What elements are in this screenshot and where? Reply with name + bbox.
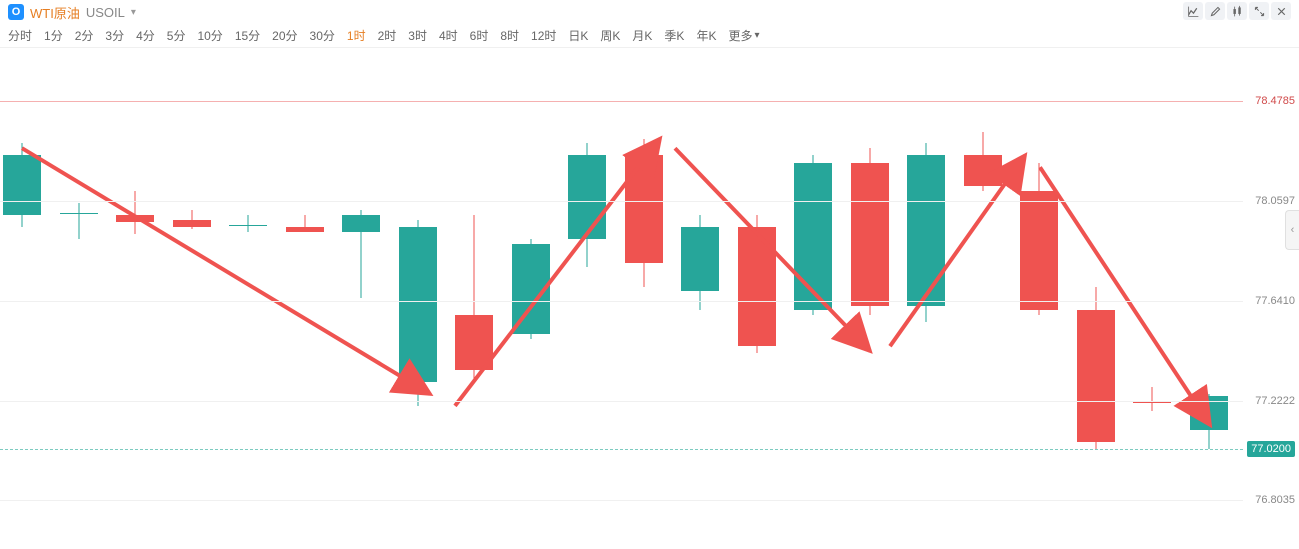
gridline bbox=[0, 401, 1243, 402]
pencil-icon[interactable] bbox=[1205, 2, 1225, 20]
timeframe-月K[interactable]: 月K bbox=[632, 27, 652, 44]
candle bbox=[625, 48, 663, 549]
timeframe-5分[interactable]: 5分 bbox=[167, 27, 186, 44]
y-axis-label: 77.2222 bbox=[1255, 395, 1295, 407]
timeframe-3分[interactable]: 3分 bbox=[105, 27, 124, 44]
timeframe-10分[interactable]: 10分 bbox=[197, 27, 222, 44]
candle bbox=[1020, 48, 1058, 549]
candle bbox=[907, 48, 945, 549]
y-axis-label: 78.0597 bbox=[1255, 195, 1295, 207]
candle bbox=[964, 48, 1002, 549]
timeframe-季K[interactable]: 季K bbox=[664, 27, 684, 44]
gridline bbox=[0, 201, 1243, 202]
candle bbox=[512, 48, 550, 549]
candle bbox=[738, 48, 776, 549]
candle bbox=[851, 48, 889, 549]
timeframe-4分[interactable]: 4分 bbox=[136, 27, 155, 44]
timeframe-1分[interactable]: 1分 bbox=[44, 27, 63, 44]
timeframe-日K[interactable]: 日K bbox=[568, 27, 588, 44]
timeframe-6时[interactable]: 6时 bbox=[470, 27, 489, 44]
chart-canvas[interactable] bbox=[0, 48, 1243, 549]
candle bbox=[1190, 48, 1228, 549]
symbol-name[interactable]: WTI原油 bbox=[30, 3, 80, 22]
y-axis-label: 77.6410 bbox=[1255, 295, 1295, 307]
candle bbox=[1133, 48, 1171, 549]
gridline bbox=[0, 500, 1243, 501]
y-axis: 78.4785 78.0597 77.6410 77.2222 77.0200 76.80… bbox=[1243, 48, 1299, 549]
candle bbox=[342, 48, 380, 549]
resistance-line bbox=[0, 101, 1243, 102]
logo-badge: O bbox=[8, 4, 24, 20]
candle bbox=[399, 48, 437, 549]
panel-expand-handle[interactable]: ‹ bbox=[1285, 210, 1299, 250]
candle bbox=[229, 48, 267, 549]
candle bbox=[794, 48, 832, 549]
y-axis-label: 77.0200 bbox=[1247, 441, 1295, 457]
timeframe-8时[interactable]: 8时 bbox=[500, 27, 519, 44]
candles-icon[interactable] bbox=[1227, 2, 1247, 20]
timeframe-4时[interactable]: 4时 bbox=[439, 27, 458, 44]
candle bbox=[568, 48, 606, 549]
timeframe-分时[interactable]: 分时 bbox=[8, 27, 32, 44]
candle bbox=[286, 48, 324, 549]
toolbar-right bbox=[1183, 2, 1291, 20]
timeframe-15分[interactable]: 15分 bbox=[235, 27, 260, 44]
y-axis-label: 78.4785 bbox=[1255, 95, 1295, 107]
timeframe-2时[interactable]: 2时 bbox=[378, 27, 397, 44]
timeframe-bar: 分时 1分 2分 3分 4分 5分 10分 15分 20分 30分 1时 2时 3时 4时 6时 8时 12时日… bbox=[0, 24, 1299, 48]
gridline bbox=[0, 301, 1243, 302]
candle bbox=[3, 48, 41, 549]
y-axis-label: 76.8035 bbox=[1255, 494, 1295, 506]
timeframe-周K[interactable]: 周K bbox=[600, 27, 620, 44]
timeframe-12时[interactable]: 12时 bbox=[531, 27, 556, 44]
expand-icon[interactable] bbox=[1249, 2, 1269, 20]
line-chart-icon[interactable] bbox=[1183, 2, 1203, 20]
candle bbox=[60, 48, 98, 549]
timeframe-30分[interactable]: 30分 bbox=[310, 27, 335, 44]
candle bbox=[681, 48, 719, 549]
close-icon[interactable] bbox=[1271, 2, 1291, 20]
timeframe-年K[interactable]: 年K bbox=[696, 27, 716, 44]
candle bbox=[173, 48, 211, 549]
timeframe-more[interactable]: 更多▾ bbox=[728, 27, 759, 44]
symbol-dropdown-icon[interactable]: ▾ bbox=[131, 7, 136, 18]
candle bbox=[1077, 48, 1115, 549]
timeframe-1时[interactable]: 1时 bbox=[347, 27, 366, 44]
timeframe-3时[interactable]: 3时 bbox=[408, 27, 427, 44]
timeframe-20分[interactable]: 20分 bbox=[272, 27, 297, 44]
current-price-line bbox=[0, 449, 1243, 450]
candle bbox=[116, 48, 154, 549]
timeframe-2分[interactable]: 2分 bbox=[75, 27, 94, 44]
symbol-code: USOIL bbox=[86, 5, 125, 20]
candle bbox=[455, 48, 493, 549]
